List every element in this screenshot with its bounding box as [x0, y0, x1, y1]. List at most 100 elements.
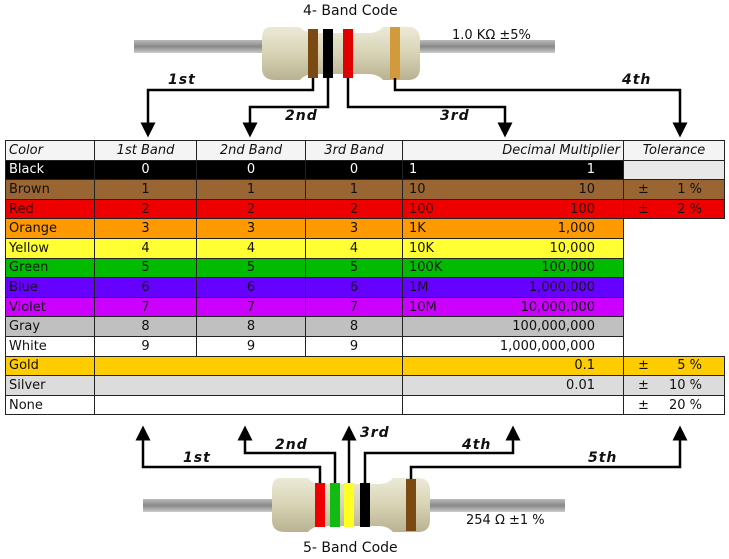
multiplier-cell: 1M 1,000,000 [402, 277, 624, 298]
multiplier-cell: 100 100 [402, 198, 624, 220]
multiplier-value: 100,000,000 [512, 319, 595, 335]
multiplier-cell: 1K 1,000 [402, 218, 624, 239]
multiplier-value: 1,000 [557, 221, 595, 237]
column-header: 1st Band [94, 140, 197, 161]
color-name: Orange [5, 218, 95, 239]
color-name: Red [5, 198, 95, 220]
band-digit: 5 [196, 257, 306, 279]
band-digit: 6 [94, 277, 197, 298]
tolerance-percent: 5 % [677, 358, 702, 374]
multiplier-short: 100 [409, 201, 434, 217]
multiplier-short: 100K [409, 260, 443, 276]
band-digit: 3 [196, 218, 306, 239]
table-row-gold: Gold 0.1 ±5 % [5, 355, 725, 377]
plus-minus-symbol: ± [638, 358, 649, 374]
band-digit: 8 [305, 316, 403, 337]
band-digit: 3 [305, 218, 403, 239]
top-label-4th: 4th [622, 72, 652, 88]
band-digit: 2 [305, 198, 403, 220]
bottom-resistor [143, 478, 565, 532]
multiplier-value: 0.01 [566, 377, 595, 393]
band-digit: 1 [305, 179, 403, 200]
table-row-violet: Violet 7 7 7 10M 10,000,000 [5, 296, 725, 318]
multiplier-value: 0.1 [574, 358, 595, 374]
top-band-3 [343, 29, 353, 78]
tolerance-cell: ±10 % [623, 375, 725, 396]
multiplier-value: 1 [586, 162, 595, 178]
color-name: Brown [5, 179, 95, 200]
band-digit: 7 [94, 296, 197, 318]
tolerance-value: ±20 % [625, 397, 724, 413]
band-digit: 7 [305, 296, 403, 318]
bottom-title: 5- Band Code [303, 540, 398, 556]
tolerance-cell: ±1 % [623, 179, 725, 200]
plus-minus-symbol: ± [638, 181, 649, 197]
bottom-label-3rd: 3rd [360, 425, 390, 441]
band-digit: 6 [196, 277, 306, 298]
band-digit: 1 [196, 179, 306, 200]
bottom-band-5 [406, 479, 416, 531]
band-digit: 4 [305, 237, 403, 259]
table-row-white: White 9 9 9 1,000,000,000 [5, 335, 725, 357]
color-name: Green [5, 257, 95, 279]
column-header: 3rd Band [305, 140, 403, 161]
table-row-brown: Brown 1 1 1 10 10 ±1 % [5, 179, 725, 200]
top-title: 4- Band Code [303, 3, 398, 19]
multiplier-short: 10M [409, 299, 437, 315]
column-header: Tolerance [623, 140, 725, 161]
table-row-yellow: Yellow 4 4 4 10K 10,000 [5, 237, 725, 259]
multiplier-value: 100 [570, 201, 595, 217]
multiplier-value: 100,000 [541, 260, 595, 276]
band-digit: 0 [196, 159, 306, 181]
table-row-green: Green 5 5 5 100K 100,000 [5, 257, 725, 279]
multiplier-value: 10,000,000 [520, 299, 595, 315]
multiplier-values: 10M 10,000,000 [404, 299, 623, 315]
color-name: Yellow [5, 237, 95, 259]
multiplier-value: 10,000 [549, 240, 596, 256]
tolerance-cell [623, 159, 725, 181]
plus-minus-symbol: ± [638, 397, 649, 413]
tolerance-value: ±5 % [625, 358, 724, 374]
multiplier-short: 10K [409, 240, 435, 256]
band-digit: 0 [94, 159, 197, 181]
multiplier-short: 1 [409, 162, 418, 178]
color-name: Gray [5, 316, 95, 337]
tolerance-cell: ±2 % [623, 198, 725, 220]
color-name: Gold [5, 355, 95, 377]
top-arrows [140, 78, 688, 138]
tolerance-percent: 20 % [668, 397, 702, 413]
top-band-1 [308, 29, 318, 78]
multiplier-values: 1K 1,000 [404, 221, 623, 237]
multiplier-short: 1M [409, 279, 429, 295]
top-label-2nd: 2nd [285, 108, 318, 124]
color-name: Silver [5, 375, 95, 396]
top-value: 1.0 KΩ ±5% [452, 28, 531, 43]
tolerance-percent: 10 % [668, 377, 702, 393]
color-name: Black [5, 159, 95, 181]
bottom-band-1 [315, 483, 325, 527]
tolerance-value: ±1 % [625, 181, 724, 197]
multiplier-values: 0.01 [404, 377, 623, 393]
bottom-arrows [135, 425, 688, 483]
multiplier-short: 10 [409, 181, 426, 197]
top-label-3rd: 3rd [440, 108, 470, 124]
bottom-label-5th: 5th [588, 450, 618, 466]
table-row-gray: Gray 8 8 8 100,000,000 [5, 316, 725, 337]
column-header: Decimal Multiplier [402, 140, 624, 161]
multiplier-values: 10 10 [404, 181, 623, 197]
bottom-band-4 [360, 483, 370, 527]
multiplier-value: 1,000,000 [528, 279, 595, 295]
bottom-label-1st: 1st [183, 450, 211, 466]
multiplier-value: 1,000,000,000 [499, 338, 595, 354]
multiplier-values: 0.1 [404, 358, 623, 374]
band-digit: 0 [305, 159, 403, 181]
band-digit: 5 [94, 257, 197, 279]
multiplier-value: 10 [578, 181, 595, 197]
table-row-none: None ±20 % [5, 394, 725, 416]
top-band-2 [323, 29, 333, 78]
multiplier-cell: 10 10 [402, 179, 624, 200]
band-digit: 9 [196, 335, 306, 357]
band-digit: 4 [94, 237, 197, 259]
multiplier-cell: 100,000,000 [402, 316, 624, 337]
